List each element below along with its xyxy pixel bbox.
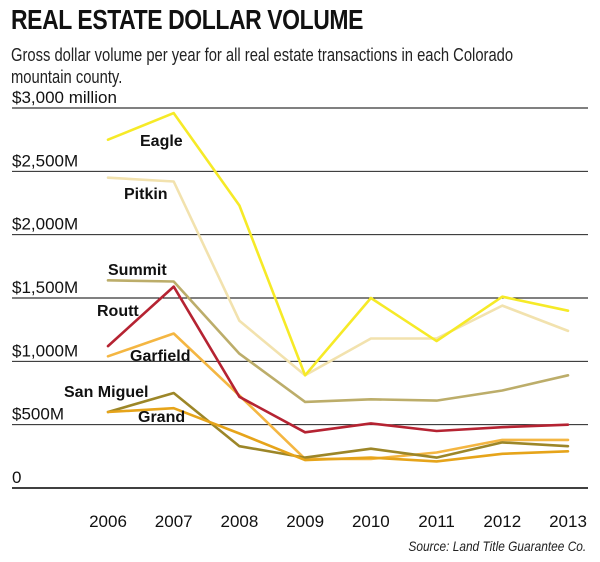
series-line-routt <box>106 285 570 434</box>
y-tick-label: $2,000M <box>12 215 78 234</box>
series-line-pitkin <box>106 176 570 377</box>
y-tick-label: $3,000 million <box>12 88 117 107</box>
x-tick-label: 2012 <box>483 512 521 531</box>
source-note: Source: Land Title Guarantee Co. <box>408 538 586 554</box>
series-lines <box>106 111 570 463</box>
x-tick-label: 2010 <box>352 512 390 531</box>
series-label-san-miguel: San Miguel <box>64 384 148 401</box>
x-tick-label: 2009 <box>286 512 324 531</box>
series-line-san-miguel <box>106 391 570 459</box>
y-tick-label: $1,500M <box>12 278 78 297</box>
y-tick-label: $1,000M <box>12 341 78 360</box>
series-label-eagle: Eagle <box>140 133 183 150</box>
series-labels: Pitkin Eagle Summit Garfield San Miguel Grand… <box>64 133 190 426</box>
chart-title: REAL ESTATE DOLLAR VOLUME <box>11 4 364 35</box>
x-tick-label: 2011 <box>418 512 455 531</box>
x-tick-label: 2007 <box>155 512 193 531</box>
y-tick-label: 0 <box>12 468 21 487</box>
series-line-summit <box>106 278 570 404</box>
y-axis-ticks: 0 $500M $1,000M $1,500M $2,000M $2,500M $3,000… <box>12 88 117 487</box>
series-line-eagle <box>106 111 570 377</box>
chart-subtitle: Gross dollar volume per year for all rea… <box>11 45 514 87</box>
y-tick-label: $500M <box>12 405 64 424</box>
series-label-pitkin: Pitkin <box>124 186 168 203</box>
series-label-summit: Summit <box>108 262 167 279</box>
series-line-grand <box>106 406 570 463</box>
x-tick-label: 2008 <box>221 512 259 531</box>
y-tick-label: $2,500M <box>12 151 78 170</box>
series-label-grand: Grand <box>138 409 185 426</box>
x-tick-label: 2013 <box>549 512 587 531</box>
x-axis-ticks: 2006 2007 2008 2009 2010 2011 2012 2013 <box>89 512 587 531</box>
series-label-routt: Routt <box>97 303 139 320</box>
series-label-garfield: Garfield <box>130 348 190 365</box>
x-tick-label: 2006 <box>89 512 127 531</box>
